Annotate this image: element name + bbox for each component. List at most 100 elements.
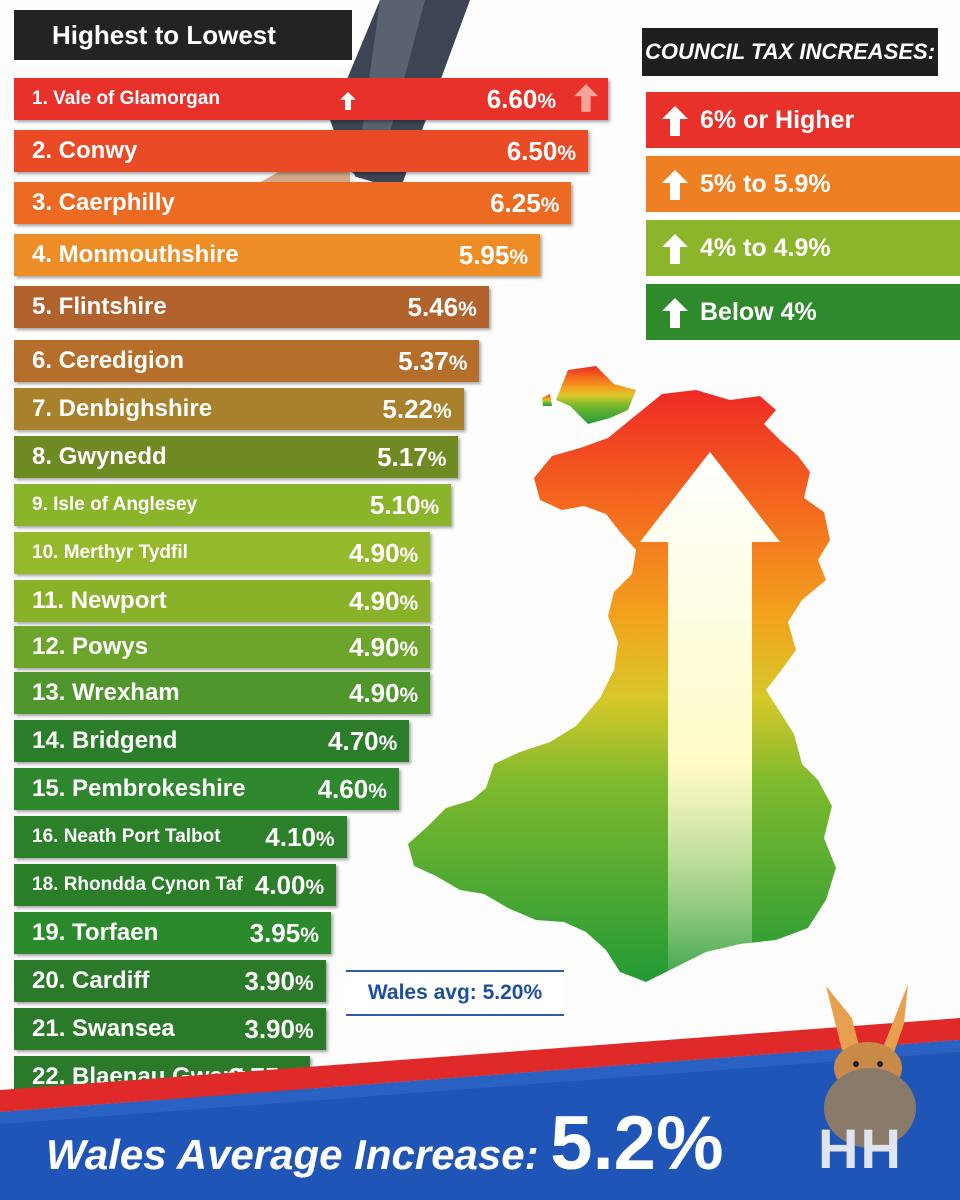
banner-value: 5.2%: [550, 1101, 724, 1186]
bar-category-label: 18. Rhondda Cynon Taf: [32, 874, 243, 895]
bar-category-label: 15. Pembrokeshire: [32, 775, 246, 802]
bar-category-label: 9. Isle of Anglesey: [32, 494, 198, 515]
bar: 19. Torfaen 3.95%: [14, 912, 331, 954]
legend-item-label: 4% to 4.9%: [700, 234, 831, 262]
bar-value-unit: %: [300, 924, 319, 947]
bar: 8. Gwynedd 5.17%: [14, 436, 459, 478]
legend-item: 6% or Higher: [646, 92, 960, 148]
bar-category-label: 14. Bridgend: [32, 727, 178, 754]
legend-title: COUNCIL TAX INCREASES:: [642, 28, 938, 76]
rabbit-mascot-image: [824, 984, 916, 1148]
bar-value-unit: %: [448, 352, 468, 375]
bar-category-label: 6. Ceredigion: [32, 347, 185, 374]
bar-value-label: 6.50%: [507, 130, 576, 175]
bar-category-label: 21. Swansea: [32, 1015, 175, 1042]
bar-value-label: 4.00%: [255, 864, 324, 909]
bar-value-unit: %: [537, 90, 556, 113]
bar-value-label: 4.10%: [265, 816, 334, 861]
bar-value-number: 4.90: [348, 632, 400, 662]
bar-value-number: 4.90: [348, 586, 400, 616]
bar-category-label: 8. Gwynedd: [32, 443, 167, 470]
bar: 14. Bridgend 4.70%: [14, 720, 410, 765]
bar-value-label: 4.90%: [349, 532, 418, 577]
bar-value-unit: %: [399, 638, 419, 661]
bar-value-number: 6.50: [506, 136, 558, 166]
legend-item: 4% to 4.9%: [646, 220, 960, 276]
bar-category-label: 1. Vale of Glamorgan: [32, 88, 220, 109]
bar: 5. Flintshire 5.46%: [14, 286, 489, 328]
bar: 7. Denbighshire 5.22%: [14, 388, 464, 430]
bar-value-label: 4.90%: [349, 626, 418, 671]
bar-value-label: 5.95%: [459, 234, 528, 279]
bar: 18. Rhondda Cynon Taf 4.00%: [14, 864, 337, 909]
bar-category-label: 13. Wrexham: [32, 679, 180, 706]
bar-value-unit: %: [399, 684, 419, 707]
chart-title: Highest to Lowest: [14, 10, 352, 60]
bar-category-label: 5. Flintshire: [32, 293, 167, 320]
legend-item: Below 4%: [646, 284, 960, 340]
up-arrow-icon: [662, 234, 688, 264]
bar-value-unit: %: [433, 400, 452, 423]
up-arrow-icon: [662, 298, 688, 328]
up-arrow-icon: [340, 92, 356, 110]
bar-value-unit: %: [540, 194, 560, 217]
legend-item-label: 5% to 5.9%: [700, 170, 831, 198]
bar: 6. Ceredigion 5.37%: [14, 340, 480, 382]
bar: 21. Swansea 3.90%: [14, 1008, 326, 1050]
bar-value-unit: %: [458, 298, 477, 321]
bar-value-label: 6.60%: [487, 78, 556, 123]
bar: 9. Isle of Anglesey 5.10%: [14, 484, 452, 529]
bar: 10. Merthyr Tydfil 4.90%: [14, 532, 431, 577]
bar-value-label: 4.90%: [349, 672, 418, 717]
bar-value-unit: %: [294, 1020, 314, 1043]
wales-avg-label: Wales avg: 5.20%: [346, 970, 564, 1016]
bar-value-number: 5.10: [369, 490, 421, 520]
bar-value-number: 5.37: [398, 346, 449, 376]
bar-value-number: 3.95: [249, 918, 301, 948]
bar: 15. Pembrokeshire 4.60%: [14, 768, 399, 810]
legend-item-label: Below 4%: [700, 298, 817, 326]
bar-value-label: 6.25%: [490, 182, 559, 227]
bar: 4. Monmouthshire 5.95%: [14, 234, 541, 279]
up-arrow-icon: [662, 106, 688, 136]
bar-value-label: 4.60%: [318, 768, 387, 813]
bar-value-number: 5.17: [377, 442, 428, 472]
bar-value-number: 3.90: [244, 966, 295, 996]
bar-value-label: 4.70%: [328, 720, 397, 765]
bar-value-number: 5.22: [382, 394, 434, 424]
bar: 20. Cardiff 3.90%: [14, 960, 326, 1002]
bar-value-number: 5.46: [407, 292, 459, 322]
bar: 2. Conwy 6.50%: [14, 130, 588, 172]
bar-category-label: 7. Denbighshire: [32, 395, 213, 422]
bar-value-number: 4.60: [317, 774, 369, 804]
bar-value-unit: %: [420, 496, 440, 519]
bar-value-unit: %: [305, 876, 325, 899]
bar-value-label: 3.90%: [244, 1008, 313, 1053]
bar-value-unit: %: [557, 142, 576, 165]
bar-value-unit: %: [399, 544, 419, 567]
bar-value-number: 4.90: [348, 678, 400, 708]
bar-value-label: 5.22%: [382, 388, 451, 433]
bar-value-number: 6.60: [486, 84, 538, 114]
bar-value-number: 6.25: [490, 188, 541, 218]
bottom-banner-background: [0, 1018, 960, 1200]
bar-value-label: 5.46%: [408, 286, 477, 331]
bar-value-label: 5.10%: [370, 484, 439, 529]
bar-category-label: 4. Monmouthshire: [32, 241, 239, 268]
bar-value-unit: %: [378, 732, 398, 755]
banner-text: Wales Average Increase:: [46, 1131, 539, 1178]
wales-average-banner: Wales Average Increase: 5.2%: [46, 1104, 724, 1195]
bar-value-number: 3.90: [244, 1014, 295, 1044]
bar-value-number: 4.90: [348, 538, 400, 568]
bar-value-unit: %: [368, 780, 387, 803]
hh-logo: HH: [818, 1117, 903, 1180]
legend-item: 5% to 5.9%: [646, 156, 960, 212]
bar-value-label: 3.90%: [244, 960, 313, 1005]
bar-value-number: 4.70: [328, 726, 379, 756]
bar-category-label: 20. Cardiff: [32, 967, 150, 994]
bar-value-unit: %: [294, 972, 314, 995]
bar-category-label: 16. Neath Port Talbot: [32, 826, 221, 847]
bar-value-number: 4.10: [265, 822, 316, 852]
bar: 1. Vale of Glamorgan 6.60%: [14, 78, 608, 120]
bar-category-label: 12. Powys: [32, 633, 149, 660]
